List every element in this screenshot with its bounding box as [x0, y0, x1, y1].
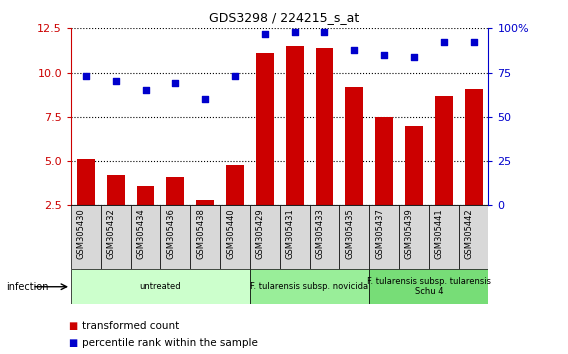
Bar	[220, 205, 250, 269]
Bar	[226, 165, 244, 205]
Text: GSM305436: GSM305436	[166, 209, 176, 259]
Text: infection: infection	[6, 282, 48, 292]
Text: GSM305437: GSM305437	[375, 209, 384, 259]
Bar	[71, 205, 101, 269]
Bar	[256, 53, 274, 205]
Bar	[160, 205, 190, 269]
Bar	[286, 46, 304, 205]
Bar	[250, 205, 280, 269]
Text: F. tularensis subsp. tularensis
Schu 4: F. tularensis subsp. tularensis Schu 4	[367, 277, 491, 296]
Text: GSM305430: GSM305430	[77, 209, 86, 259]
Text: F. tularensis subsp. novicida: F. tularensis subsp. novicida	[250, 282, 369, 291]
Bar	[250, 269, 369, 304]
Bar	[71, 269, 250, 304]
Bar	[107, 175, 124, 205]
Text: ■: ■	[68, 338, 77, 348]
Bar	[399, 205, 429, 269]
Bar	[465, 88, 483, 205]
Text: GSM305438: GSM305438	[196, 209, 205, 259]
Bar	[131, 205, 160, 269]
Text: percentile rank within the sample: percentile rank within the sample	[82, 338, 258, 348]
Point	[81, 73, 90, 79]
Point	[260, 31, 269, 36]
Text: GSM305434: GSM305434	[136, 209, 145, 259]
Bar	[136, 186, 154, 205]
Point	[171, 80, 180, 86]
Point	[350, 47, 359, 52]
Point	[141, 87, 150, 93]
Text: untreated: untreated	[140, 282, 181, 291]
Bar	[345, 87, 364, 205]
Bar	[310, 205, 340, 269]
Bar	[375, 117, 393, 205]
Text: GSM305439: GSM305439	[405, 209, 414, 259]
Bar	[369, 205, 399, 269]
Text: GSM305435: GSM305435	[345, 209, 354, 259]
Point	[111, 79, 120, 84]
Bar	[459, 205, 488, 269]
Bar	[166, 177, 184, 205]
Point	[231, 73, 240, 79]
Point	[439, 40, 448, 45]
Text: GSM305433: GSM305433	[315, 209, 324, 259]
Point	[410, 54, 419, 59]
Point	[469, 40, 478, 45]
Point	[320, 29, 329, 35]
Text: transformed count: transformed count	[82, 321, 179, 331]
Bar	[197, 200, 214, 205]
Point	[290, 29, 299, 35]
Text: GSM305441: GSM305441	[435, 209, 444, 259]
Bar	[101, 205, 131, 269]
Bar	[435, 96, 453, 205]
Point	[379, 52, 389, 58]
Bar	[369, 269, 488, 304]
Text: GSM305429: GSM305429	[256, 209, 265, 259]
Bar	[405, 126, 423, 205]
Bar	[340, 205, 369, 269]
Text: GDS3298 / 224215_s_at: GDS3298 / 224215_s_at	[209, 11, 359, 24]
Text: GSM305431: GSM305431	[286, 209, 295, 259]
Point	[201, 96, 210, 102]
Text: ■: ■	[68, 321, 77, 331]
Bar	[429, 205, 459, 269]
Bar	[280, 205, 310, 269]
Bar	[316, 48, 333, 205]
Text: GSM305440: GSM305440	[226, 209, 235, 259]
Text: GSM305432: GSM305432	[107, 209, 116, 259]
Bar	[190, 205, 220, 269]
Bar	[77, 159, 95, 205]
Text: GSM305442: GSM305442	[465, 209, 474, 259]
